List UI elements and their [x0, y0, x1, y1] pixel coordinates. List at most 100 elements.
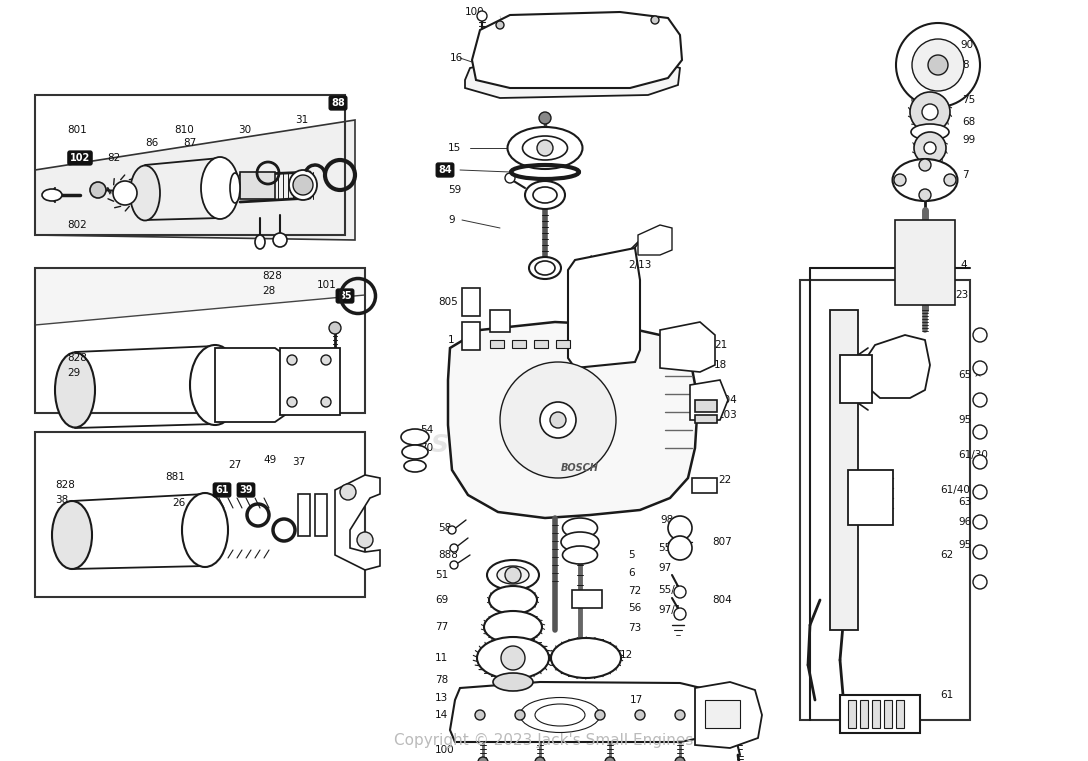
Text: 2/13: 2/13 [628, 260, 652, 270]
Circle shape [973, 515, 987, 529]
Ellipse shape [230, 173, 240, 203]
Text: SMALL ENGINES: SMALL ENGINES [431, 433, 657, 457]
Text: 805: 805 [438, 297, 458, 307]
Circle shape [973, 425, 987, 439]
Text: 62: 62 [940, 550, 953, 560]
Bar [860, 700, 868, 728]
Circle shape [675, 757, 685, 761]
Ellipse shape [533, 187, 557, 203]
Bar [556, 340, 570, 348]
Text: 59: 59 [448, 185, 461, 195]
Bar [512, 340, 526, 348]
Text: 54: 54 [420, 425, 433, 435]
Bar [897, 700, 904, 728]
Ellipse shape [182, 493, 228, 567]
Text: 39: 39 [239, 485, 252, 495]
Circle shape [539, 112, 551, 124]
Text: 27: 27 [228, 460, 242, 470]
Text: 61/40: 61/40 [940, 485, 969, 495]
Text: 77: 77 [435, 622, 448, 632]
Ellipse shape [892, 159, 957, 201]
Ellipse shape [489, 586, 537, 614]
Text: 4: 4 [960, 260, 966, 270]
Bar [895, 220, 955, 305]
Polygon shape [215, 348, 285, 422]
Ellipse shape [255, 235, 265, 249]
Bar [848, 700, 856, 728]
Text: 104: 104 [718, 395, 738, 405]
Ellipse shape [911, 124, 949, 140]
Bar [298, 494, 310, 536]
Text: 881: 881 [165, 472, 185, 482]
Text: 828: 828 [262, 271, 282, 281]
Circle shape [90, 182, 106, 198]
Circle shape [448, 526, 456, 534]
Bar [830, 310, 858, 630]
Bar [695, 400, 717, 412]
Text: 103: 103 [718, 410, 738, 420]
Circle shape [113, 181, 137, 205]
Text: 31: 31 [295, 115, 308, 125]
Text: 72: 72 [628, 586, 641, 596]
Text: BOSCH: BOSCH [561, 463, 598, 473]
Circle shape [500, 646, 526, 670]
Circle shape [287, 355, 297, 365]
Text: 68: 68 [962, 117, 975, 127]
Ellipse shape [562, 518, 597, 538]
Text: 28: 28 [262, 286, 275, 296]
Text: 61/30: 61/30 [959, 450, 988, 460]
Circle shape [478, 757, 489, 761]
Text: 58: 58 [438, 523, 452, 533]
Circle shape [515, 710, 526, 720]
Bar [871, 700, 880, 728]
Text: 102: 102 [70, 153, 90, 163]
Text: 95: 95 [959, 540, 972, 550]
Ellipse shape [42, 189, 62, 201]
Circle shape [339, 484, 356, 500]
Circle shape [944, 174, 956, 186]
Text: 37: 37 [292, 457, 306, 467]
Text: 69: 69 [435, 595, 448, 605]
Text: 18: 18 [714, 360, 727, 370]
Ellipse shape [190, 345, 240, 425]
Circle shape [910, 92, 950, 132]
Bar [316, 494, 327, 536]
Circle shape [450, 544, 458, 552]
Text: 828: 828 [67, 353, 87, 363]
Text: 7: 7 [962, 170, 968, 180]
Circle shape [273, 233, 287, 247]
Bar [692, 478, 717, 493]
Circle shape [505, 567, 521, 583]
Ellipse shape [487, 560, 539, 590]
Ellipse shape [551, 638, 621, 678]
Polygon shape [472, 12, 682, 88]
Text: 49: 49 [263, 455, 276, 465]
Polygon shape [35, 120, 355, 240]
Text: Copyright © 2023 Jack's Small Engines: Copyright © 2023 Jack's Small Engines [394, 733, 694, 747]
Text: 88: 88 [331, 98, 345, 108]
Text: 17: 17 [630, 695, 643, 705]
Polygon shape [465, 58, 680, 98]
Circle shape [505, 173, 515, 183]
Ellipse shape [497, 566, 529, 584]
Polygon shape [690, 380, 728, 420]
Text: 12: 12 [620, 650, 633, 660]
Circle shape [551, 412, 566, 428]
Text: 56: 56 [628, 603, 641, 613]
Text: 6: 6 [628, 568, 634, 578]
Text: 84: 84 [438, 165, 452, 175]
Text: 26: 26 [172, 498, 185, 508]
Circle shape [919, 189, 931, 201]
Circle shape [928, 55, 948, 75]
Bar [534, 340, 548, 348]
Ellipse shape [52, 501, 92, 569]
Ellipse shape [529, 257, 561, 279]
Text: 1: 1 [448, 335, 455, 345]
Bar [35, 268, 364, 413]
Bar [800, 280, 970, 720]
Text: 2: 2 [645, 243, 652, 253]
Text: 100: 100 [465, 7, 484, 17]
Text: 11: 11 [435, 653, 448, 663]
Text: 15: 15 [448, 143, 461, 153]
Circle shape [973, 455, 987, 469]
